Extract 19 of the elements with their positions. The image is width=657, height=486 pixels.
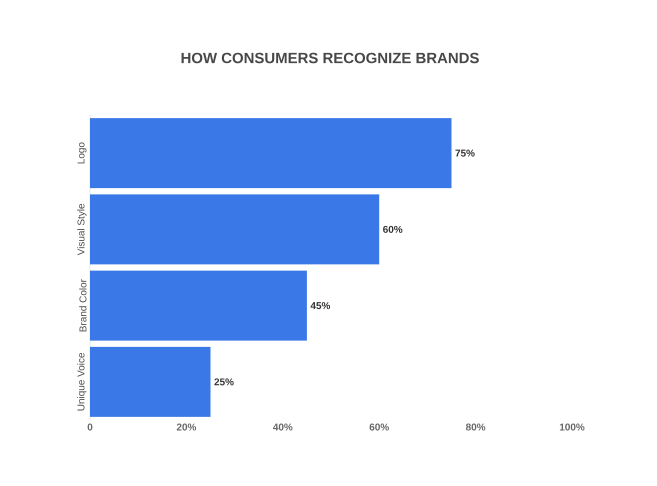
data-label: 45%	[310, 302, 330, 310]
x-tick-label: 0	[88, 424, 92, 431]
y-tick-label: Visual Style	[77, 204, 86, 256]
bar	[90, 270, 307, 341]
data-label: 60%	[383, 226, 402, 233]
chart-title: HOW CONSUMERS RECOGNIZE BRANDS	[182, 52, 479, 64]
x-tick-label: 20%	[176, 424, 196, 431]
y-tick-label: Brand Color	[79, 279, 86, 332]
data-label: 25%	[214, 378, 234, 386]
y-tick-label: Logo	[78, 142, 86, 164]
bar	[90, 194, 380, 264]
bar	[90, 346, 211, 417]
x-tick-label: 40%	[272, 424, 293, 431]
bar	[90, 118, 452, 188]
y-tick-label: Unique Voice	[77, 352, 86, 410]
data-label: 75%	[455, 150, 475, 157]
x-tick-label: 100%	[560, 424, 584, 431]
x-tick-label: 60%	[370, 424, 389, 431]
x-tick-label: 80%	[466, 424, 486, 431]
